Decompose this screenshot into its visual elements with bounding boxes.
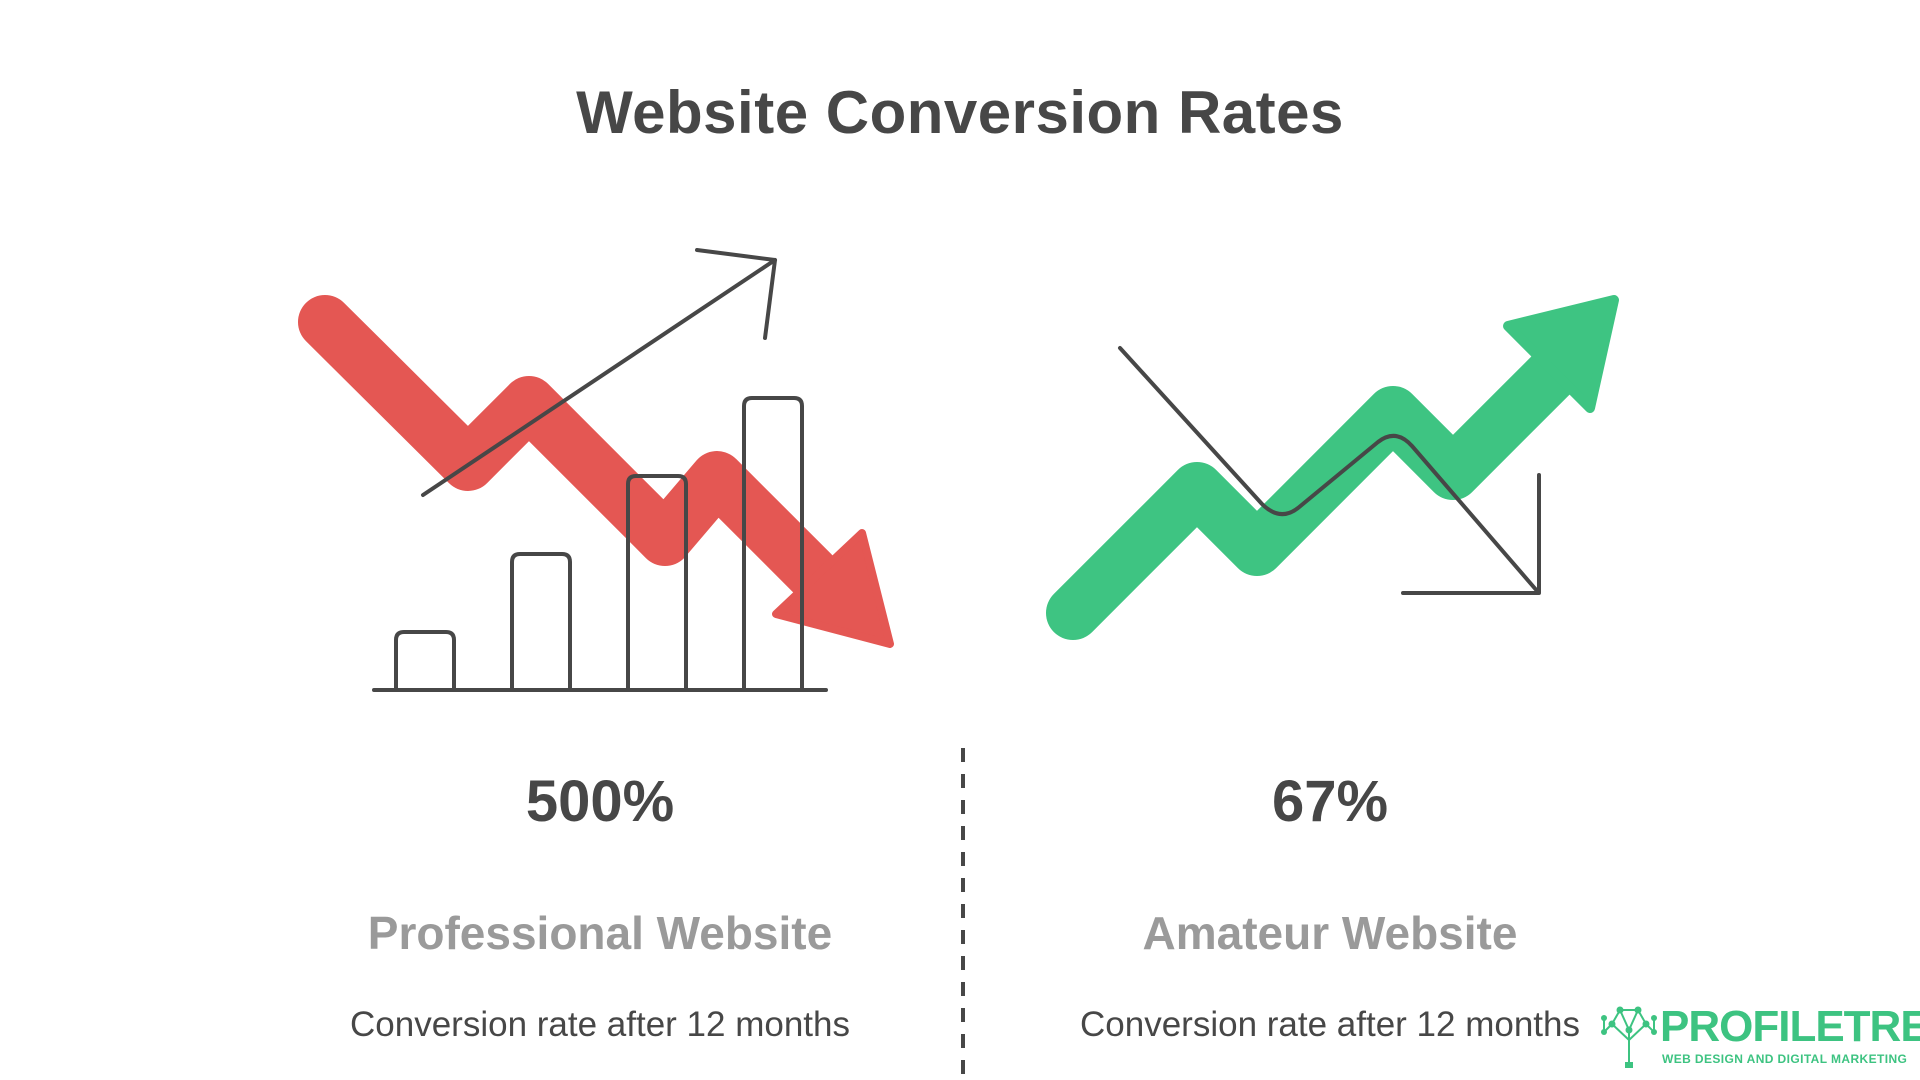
professional-label: Professional Website <box>367 907 833 959</box>
green-up-arrow-head <box>1503 295 1619 413</box>
thin-up-arrow-line <box>421 258 777 497</box>
amateur-value: 67% <box>1271 769 1389 834</box>
up-arrow-with-down-line-icon <box>1046 295 1619 640</box>
bar-4 <box>742 396 804 690</box>
bar-2 <box>510 552 572 690</box>
bar-chart-with-down-arrow-icon <box>298 248 894 692</box>
profiletree-logo: PROFILETREE WEB DESIGN AND DIGITAL MARKE… <box>1598 1000 1920 1070</box>
thin-down-line <box>1118 346 1540 594</box>
logo-wordmark: PROFILETREE <box>1660 1002 1920 1051</box>
green-up-arrow-body <box>1046 342 1584 640</box>
logo-tagline: WEB DESIGN AND DIGITAL MARKETING <box>1662 1052 1908 1066</box>
thin-up-arrow-head <box>695 248 777 340</box>
red-down-arrow-head <box>772 529 894 648</box>
bar-1 <box>394 630 456 690</box>
tree-network-icon <box>1601 1006 1657 1068</box>
amateur-label: Amateur Website <box>1142 907 1518 959</box>
bar-3 <box>626 474 688 690</box>
amateur-description: Conversion rate after 12 months <box>1080 1005 1580 1044</box>
professional-description: Conversion rate after 12 months <box>350 1005 850 1044</box>
red-down-arrow-body <box>298 295 839 600</box>
thin-down-arrow-head <box>1401 473 1541 595</box>
professional-value: 500% <box>525 769 675 834</box>
page-title: Website Conversion Rates <box>576 79 1344 146</box>
